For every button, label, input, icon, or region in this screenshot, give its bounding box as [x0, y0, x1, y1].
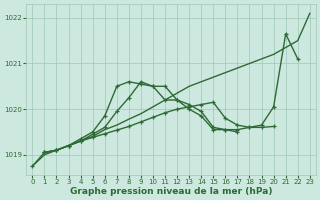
X-axis label: Graphe pression niveau de la mer (hPa): Graphe pression niveau de la mer (hPa) — [70, 187, 272, 196]
